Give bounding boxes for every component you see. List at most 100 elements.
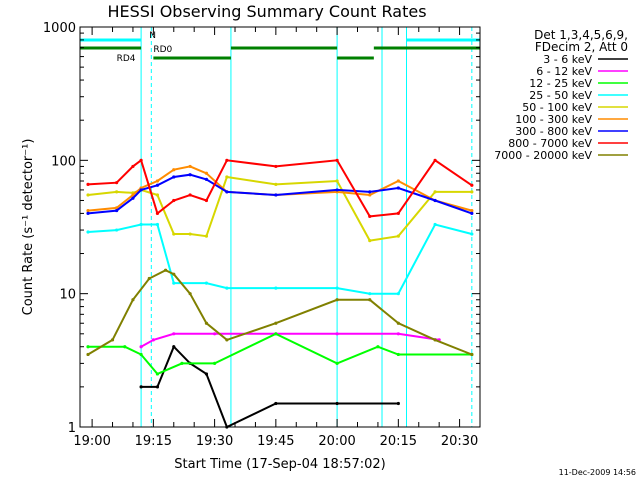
- x-tick-label-1915: 19:15: [135, 434, 172, 449]
- series-7-point-9: [274, 164, 278, 169]
- series-8-point-2: [131, 298, 135, 302]
- series-5-point-12: [396, 179, 400, 183]
- series-6-point-5: [172, 175, 176, 179]
- series-6-point-8: [225, 190, 229, 194]
- x-axis-ticks: 19:00 19:15 19:30 19:45 20:00 20:15 20:30: [73, 27, 481, 449]
- series-6-point-14: [470, 211, 474, 215]
- x-tick-label-1945: 19:45: [257, 434, 294, 449]
- series-5-point-4: [155, 179, 160, 183]
- series-2-point-9: [396, 352, 400, 357]
- series-line-6: [87, 173, 473, 215]
- series-3-point-6: [225, 286, 229, 290]
- series-4-point-10: [335, 179, 339, 183]
- series-8-point-5: [172, 272, 176, 276]
- series-8-point-6: [188, 292, 192, 296]
- state-bar-label-rd4: RD4: [117, 54, 136, 64]
- series-line-8: [87, 269, 473, 356]
- series-7-point-3: [139, 158, 143, 162]
- x-tick-label-1900: 19:00: [73, 434, 110, 449]
- series-2-point-8: [376, 345, 380, 349]
- series-2-point-7: [335, 361, 339, 365]
- series-6-point-7: [204, 177, 209, 181]
- series-2-point-4: [180, 361, 184, 365]
- series-5-point-5: [172, 168, 176, 172]
- series-2-point-6: [274, 332, 278, 336]
- series-3-point-1: [115, 228, 119, 232]
- series-8-point-14: [470, 352, 474, 357]
- series-6-point-2: [131, 196, 135, 200]
- series-8-point-11: [368, 298, 372, 302]
- legend-header-line-1: Det 1,3,4,5,6,9,: [534, 28, 628, 42]
- series-7-point-8: [225, 158, 229, 162]
- series-7-point-4: [155, 211, 160, 215]
- x-tick-label-2015: 20:15: [380, 434, 417, 449]
- series-4-point-12: [396, 234, 400, 238]
- series-3-point-5: [204, 281, 209, 285]
- series-5-point-7: [204, 171, 209, 175]
- series-3-point-2: [139, 222, 143, 227]
- series-7-point-5: [172, 198, 176, 203]
- y-axis-ticks: 1 10 100 1000: [43, 21, 480, 436]
- series-5-point-6: [188, 164, 192, 169]
- legend-label-0: 3 - 6 keV: [543, 53, 592, 66]
- series-6-point-1: [115, 208, 119, 213]
- series-3-point-8: [335, 286, 339, 290]
- series-6-point-12: [396, 186, 400, 190]
- series-6-point-13: [433, 198, 437, 203]
- x-axis-label: Start Time (17-Sep-04 18:57:02): [174, 457, 385, 472]
- legend-label-6: 300 - 800 keV: [515, 125, 592, 138]
- series-1-point-0: [139, 345, 143, 349]
- series-8-point-4: [164, 268, 168, 272]
- series-3-point-0: [86, 230, 90, 234]
- series-8-point-8: [225, 338, 229, 342]
- series-4-point-4: [155, 193, 160, 197]
- series-0-point-0: [139, 385, 143, 389]
- series-4-point-14: [470, 190, 474, 194]
- series-7-point-10: [335, 158, 339, 162]
- series-4-point-1: [115, 190, 119, 194]
- series-3-point-11: [433, 222, 437, 227]
- x-tick-label-2030: 20:30: [441, 434, 478, 449]
- legend-label-2: 12 - 25 keV: [529, 77, 592, 90]
- series-6-point-0: [86, 211, 90, 215]
- series-0-point-8: [396, 401, 400, 406]
- legend-label-5: 100 - 300 keV: [515, 113, 592, 126]
- legend: Det 1,3,4,5,6,9, FDecim 2, Att 0 3 - 6 k…: [494, 28, 628, 162]
- chart-title: HESSI Observing Summary Count Rates: [107, 2, 426, 21]
- series-4-point-0: [86, 193, 90, 197]
- series-4-point-8: [225, 175, 229, 179]
- state-bar-label-rd0: RD0: [153, 45, 172, 55]
- series-4-point-13: [433, 190, 437, 194]
- series-6-point-3: [139, 188, 143, 192]
- series-1-point-5: [335, 332, 339, 336]
- series-4-point-5: [172, 232, 176, 236]
- series-6-point-4: [155, 183, 160, 187]
- series-7-point-1: [115, 181, 119, 185]
- series-3-point-4: [172, 281, 176, 285]
- series-8-point-13: [433, 338, 437, 342]
- series-7-point-14: [470, 183, 474, 187]
- series-8-point-10: [335, 298, 339, 302]
- footer-timestamp: 11-Dec-2009 14:56: [559, 468, 636, 477]
- series-6-point-9: [274, 193, 278, 197]
- series-5-point-0: [86, 208, 90, 213]
- series-4-point-9: [274, 182, 278, 186]
- series-5-point-11: [368, 193, 372, 197]
- series-7-point-13: [433, 158, 437, 162]
- state-bar-label-n: N: [149, 31, 156, 41]
- plot-frame: [79, 26, 481, 428]
- plot-area: N RD0 RD4: [79, 27, 480, 429]
- series-2-point-3: [155, 372, 160, 376]
- series-0-point-2: [172, 345, 176, 349]
- series-7-point-2: [131, 164, 135, 169]
- legend-label-8: 7000 - 20000 keV: [494, 149, 592, 162]
- x-tick-label-2000: 20:00: [318, 434, 355, 449]
- series-0-point-6: [274, 401, 278, 406]
- series-3-point-12: [470, 232, 474, 236]
- series-7-point-7: [204, 198, 209, 203]
- series-8-point-12: [396, 321, 400, 325]
- series-3-point-7: [274, 286, 278, 290]
- series-1-point-6: [396, 332, 400, 336]
- series-7-point-0: [86, 182, 90, 186]
